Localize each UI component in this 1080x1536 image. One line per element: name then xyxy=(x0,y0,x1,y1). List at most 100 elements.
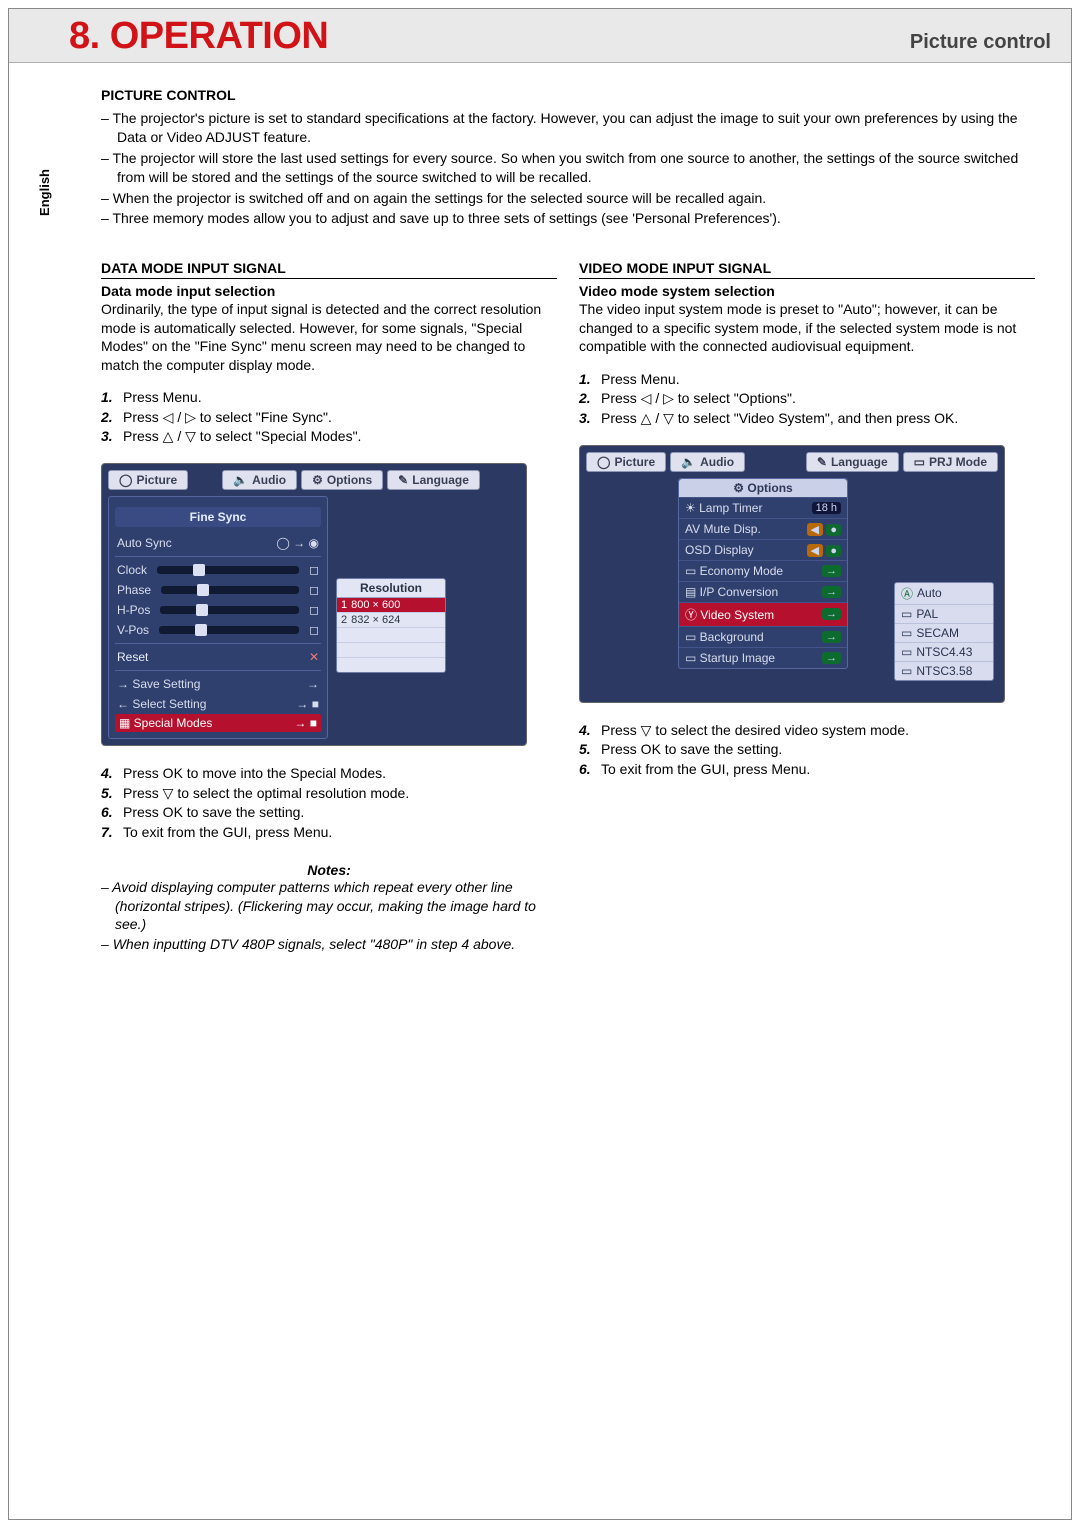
pc-item: The projector's picture is set to standa… xyxy=(101,109,1035,147)
sys-row: ▭NTSC3.58 xyxy=(895,662,993,680)
osd-tab-language: ✎Language xyxy=(806,452,899,472)
notes-heading: Notes: xyxy=(101,862,557,878)
language-icon: ✎ xyxy=(817,455,827,469)
note-item: Avoid displaying computer patterns which… xyxy=(101,878,557,933)
osd-tab-bar: ◯Picture 🔈Audio ⚙Options ✎Language xyxy=(108,470,520,490)
step: 6.Press OK to save the setting. xyxy=(101,803,557,823)
pc-item: The projector will store the last used s… xyxy=(101,149,1035,187)
osd-row-clock: Clock◻ xyxy=(115,560,321,580)
options-icon: ⚙ xyxy=(312,473,323,487)
data-mode-heading: DATA MODE INPUT SIGNAL xyxy=(101,260,557,279)
resolution-row xyxy=(337,643,445,658)
osd-tab-bar: ◯Picture 🔈Audio ✎Language ▭PRJ Mode xyxy=(586,452,998,472)
step: 3.Press △ / ▽ to select "Video System", … xyxy=(579,409,1035,429)
video-system-list: ⒶAuto ▭PAL ▭SECAM ▭NTSC4.43 ▭NTSC3.58 xyxy=(894,582,994,681)
step: 4.Press OK to move into the Special Mode… xyxy=(101,764,557,784)
pc-item: When the projector is switched off and o… xyxy=(101,189,1035,208)
data-steps-top: 1.Press Menu. 2.Press ◁ / ▷ to select "F… xyxy=(101,388,557,447)
step: 6.To exit from the GUI, press Menu. xyxy=(579,760,1035,780)
osd-row-save: → Save Setting→ xyxy=(115,674,321,694)
osd-tab-language: ✎Language xyxy=(387,470,480,490)
video-steps-bottom: 4.Press ▽ to select the desired video sy… xyxy=(579,721,1035,780)
two-column-layout: DATA MODE INPUT SIGNAL Data mode input s… xyxy=(101,260,1035,955)
step: 5.Press OK to save the setting. xyxy=(579,740,1035,760)
osd-row-vpos: V-Pos◻ xyxy=(115,620,321,640)
sys-row: ▭PAL xyxy=(895,605,993,624)
data-mode-body: Ordinarily, the type of input signal is … xyxy=(101,300,557,374)
osd-tab-picture: ◯Picture xyxy=(586,452,666,472)
data-steps-bottom: 4.Press OK to move into the Special Mode… xyxy=(101,764,557,842)
osd-row-select: ← Select Setting→ ■ xyxy=(115,694,321,714)
video-steps-top: 1.Press Menu. 2.Press ◁ / ▷ to select "O… xyxy=(579,370,1035,429)
osd-options-screenshot: ◯Picture 🔈Audio ✎Language ▭PRJ Mode ⚙ Op… xyxy=(579,445,1005,703)
step: 2.Press ◁ / ▷ to select "Fine Sync". xyxy=(101,408,557,428)
options-panel-title: ⚙ Options xyxy=(679,479,847,497)
opt-ip-conv: ▤ I/P Conversion→ xyxy=(679,581,847,602)
video-mode-heading: VIDEO MODE INPUT SIGNAL xyxy=(579,260,1035,279)
step: 1.Press Menu. xyxy=(101,388,557,408)
prj-icon: ▭ xyxy=(914,455,925,469)
language-icon: ✎ xyxy=(398,473,408,487)
options-panel: ⚙ Options ☀ Lamp Timer18 h AV Mute Disp.… xyxy=(678,478,848,669)
osd-row-hpos: H-Pos◻ xyxy=(115,600,321,620)
note-item: When inputting DTV 480P signals, select … xyxy=(101,935,557,953)
content-area: PICTURE CONTROL The projector's picture … xyxy=(9,63,1071,955)
language-sidebar-label: English xyxy=(37,169,52,216)
notes-list: Avoid displaying computer patterns which… xyxy=(101,878,557,953)
slider-icon xyxy=(160,606,299,614)
resolution-row: 1800 × 600 xyxy=(337,598,445,613)
opt-lamp-timer: ☀ Lamp Timer18 h xyxy=(679,497,847,518)
page-frame: 8. OPERATION Picture control English PIC… xyxy=(8,8,1072,1520)
video-mode-subhead: Video mode system selection xyxy=(579,283,1035,299)
data-mode-subhead: Data mode input selection xyxy=(101,283,557,299)
osd-row-autosync: Auto Sync◯ → ◉ xyxy=(115,533,321,553)
step-number: 3. xyxy=(101,427,119,447)
slider-icon xyxy=(161,586,299,594)
osd-row-reset: Reset✕ xyxy=(115,647,321,667)
osd-row-phase: Phase◻ xyxy=(115,580,321,600)
resolution-row: 2832 × 624 xyxy=(337,613,445,628)
video-mode-column: VIDEO MODE INPUT SIGNAL Video mode syste… xyxy=(579,260,1035,955)
step-number: 2. xyxy=(101,408,119,428)
osd-tab-prjmode: ▭PRJ Mode xyxy=(903,452,998,472)
header-band: 8. OPERATION Picture control xyxy=(9,9,1071,63)
osd-row-special-modes: ▦ Special Modes→ ■ xyxy=(115,714,321,732)
picture-control-heading: PICTURE CONTROL xyxy=(101,87,1035,105)
opt-osd-display: OSD Display◀ ● xyxy=(679,539,847,560)
opt-av-mute: AV Mute Disp.◀ ● xyxy=(679,518,847,539)
picture-control-list: The projector's picture is set to standa… xyxy=(101,109,1035,228)
osd-fine-sync-screenshot: ◯Picture 🔈Audio ⚙Options ✎Language Fine … xyxy=(101,463,527,746)
fine-sync-panel: Fine Sync Auto Sync◯ → ◉ Clock◻ Phase◻ H… xyxy=(108,496,328,739)
resolution-row xyxy=(337,628,445,643)
resolution-list: Resolution 1800 × 600 2832 × 624 xyxy=(336,578,446,673)
section-title: Picture control xyxy=(910,31,1051,54)
osd-tab-options: ⚙Options xyxy=(301,470,383,490)
step: 1.Press Menu. xyxy=(579,370,1035,390)
step: 2.Press ◁ / ▷ to select "Options". xyxy=(579,389,1035,409)
opt-video-system: Ⓨ Video System→ xyxy=(679,602,847,626)
chapter-title: 8. OPERATION xyxy=(69,15,328,58)
video-mode-body: The video input system mode is preset to… xyxy=(579,300,1035,355)
osd-tab-audio: 🔈Audio xyxy=(670,452,745,472)
slider-icon xyxy=(157,566,299,574)
opt-background: ▭ Background→ xyxy=(679,626,847,647)
step-number: 1. xyxy=(101,388,119,408)
opt-startup: ▭ Startup Image→ xyxy=(679,647,847,668)
sys-row: ▭SECAM xyxy=(895,624,993,643)
step: 4.Press ▽ to select the desired video sy… xyxy=(579,721,1035,741)
audio-icon: 🔈 xyxy=(681,455,696,469)
step: 5.Press ▽ to select the optimal resoluti… xyxy=(101,784,557,804)
slider-icon xyxy=(159,626,299,634)
resolution-row xyxy=(337,658,445,672)
opt-economy: ▭ Economy Mode→ xyxy=(679,560,847,581)
osd-tab-picture: ◯Picture xyxy=(108,470,188,490)
picture-icon: ◯ xyxy=(597,455,610,469)
audio-icon: 🔈 xyxy=(233,473,248,487)
osd-tab-audio: 🔈Audio xyxy=(222,470,297,490)
sys-row: ⒶAuto xyxy=(895,583,993,605)
step: 3.Press △ / ▽ to select "Special Modes". xyxy=(101,427,557,447)
data-mode-column: DATA MODE INPUT SIGNAL Data mode input s… xyxy=(101,260,557,955)
picture-icon: ◯ xyxy=(119,473,132,487)
pc-item: Three memory modes allow you to adjust a… xyxy=(101,209,1035,228)
step: 7.To exit from the GUI, press Menu. xyxy=(101,823,557,843)
